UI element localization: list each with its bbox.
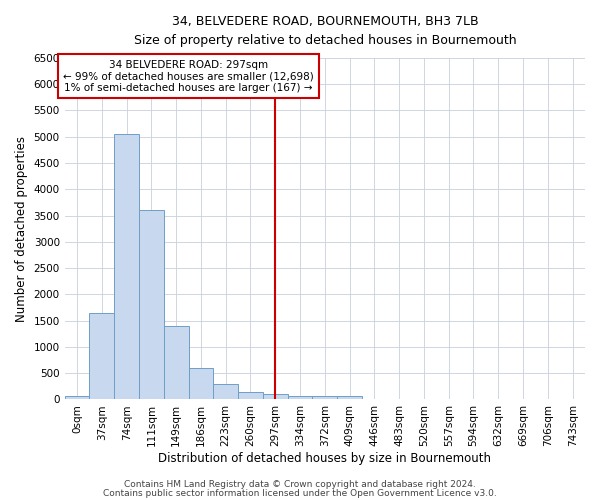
Bar	[263, 394, 287, 400]
Bar	[164, 326, 188, 400]
X-axis label: Distribution of detached houses by size in Bournemouth: Distribution of detached houses by size …	[158, 452, 491, 465]
Bar	[188, 368, 214, 400]
Bar	[238, 392, 263, 400]
Bar	[114, 134, 139, 400]
Bar	[139, 210, 164, 400]
Title: 34, BELVEDERE ROAD, BOURNEMOUTH, BH3 7LB
Size of property relative to detached h: 34, BELVEDERE ROAD, BOURNEMOUTH, BH3 7LB…	[134, 15, 516, 47]
Bar	[89, 313, 114, 400]
Text: Contains public sector information licensed under the Open Government Licence v3: Contains public sector information licen…	[103, 488, 497, 498]
Text: 34 BELVEDERE ROAD: 297sqm
← 99% of detached houses are smaller (12,698)
1% of se: 34 BELVEDERE ROAD: 297sqm ← 99% of detac…	[63, 60, 314, 93]
Y-axis label: Number of detached properties: Number of detached properties	[15, 136, 28, 322]
Bar	[313, 396, 337, 400]
Bar	[214, 384, 238, 400]
Bar	[337, 396, 362, 400]
Bar	[287, 396, 313, 400]
Text: Contains HM Land Registry data © Crown copyright and database right 2024.: Contains HM Land Registry data © Crown c…	[124, 480, 476, 489]
Bar	[65, 396, 89, 400]
